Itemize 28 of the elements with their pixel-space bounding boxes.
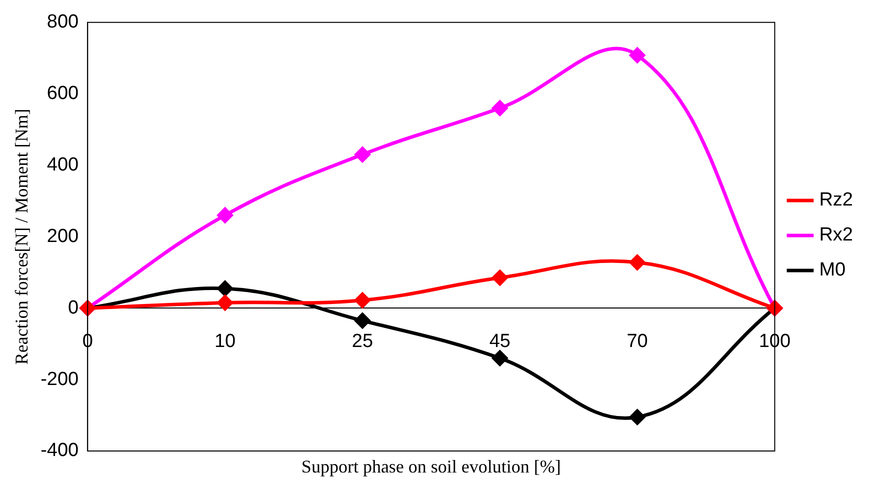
x-tick-label: 25 (352, 330, 374, 352)
y-tick-label: 200 (46, 226, 79, 247)
y-tick-label: -400 (40, 440, 79, 462)
point (630, 409, 646, 425)
point (492, 100, 508, 116)
point (492, 350, 508, 366)
point (630, 254, 646, 270)
point (354, 292, 370, 308)
legend-label: M0 (819, 260, 846, 281)
point (354, 312, 370, 328)
legend-label: Rx2 (819, 224, 854, 246)
y-tick-label: -200 (40, 368, 79, 390)
point (217, 208, 233, 224)
x-tick-label: 45 (489, 330, 510, 352)
point (217, 280, 233, 296)
y-tick-label: 0 (68, 297, 79, 318)
y-tick-label: 800 (46, 12, 79, 33)
x-tick-label: 10 (214, 330, 236, 352)
point (492, 270, 508, 286)
y-tick-label: 400 (46, 154, 79, 176)
point (354, 146, 370, 162)
point (217, 295, 233, 311)
y-tick-label: 600 (46, 83, 79, 104)
x-axis-title: Support phase on soil evolution [%] (301, 456, 561, 477)
x-tick-label: 70 (626, 330, 648, 352)
y-axis-title: Reaction forces[N] / Moment [Nm] (12, 108, 32, 365)
legend-label: Rz2 (819, 190, 854, 211)
point (630, 48, 646, 64)
